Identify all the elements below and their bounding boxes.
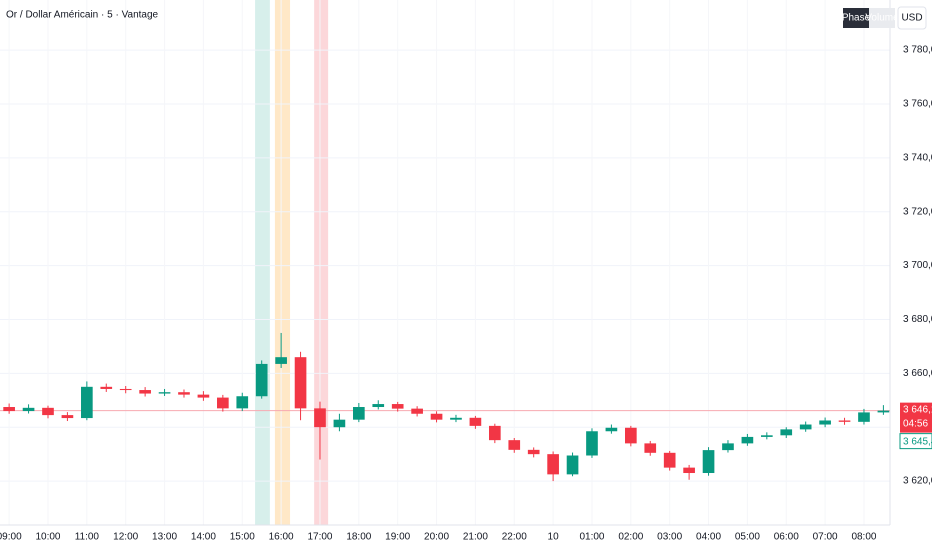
countdown-label: 04:56 [903, 418, 928, 429]
second-price-box [899, 433, 932, 450]
candle-body [333, 419, 346, 428]
candle-body [372, 404, 385, 408]
x-tick-label: 08:00 [851, 532, 876, 543]
x-tick-label: 18:00 [346, 532, 371, 543]
x-tick-label: 04:00 [696, 532, 721, 543]
candle-body [819, 420, 831, 425]
candle-body [858, 412, 870, 422]
y-tick-label: 3 740,00 [903, 152, 932, 163]
phase-button-label[interactable]: Phase [842, 13, 871, 24]
x-tick-label: 11:00 [75, 532, 100, 543]
candle-body [353, 407, 365, 420]
x-tick-label: 10:00 [35, 532, 60, 543]
candle-body [178, 392, 190, 395]
x-tick-label: 21:00 [463, 532, 488, 543]
candle-body [158, 392, 171, 394]
x-tick-label: 05:00 [735, 532, 760, 543]
candle-body [625, 427, 637, 444]
candle-body [722, 443, 734, 451]
y-tick-label: 3 780,00 [903, 45, 932, 56]
x-tick-label: 14:00 [191, 532, 216, 543]
x-tick-label: 19:00 [385, 532, 410, 543]
candle-body [760, 435, 773, 437]
candle-body [294, 357, 307, 409]
volume-button-label[interactable]: Volume [865, 13, 899, 24]
candle-body [469, 417, 482, 426]
second-price-label: 3 645,40 [903, 436, 932, 447]
candle-body [741, 436, 754, 444]
currency-button[interactable] [897, 6, 927, 30]
candle-body [838, 420, 851, 422]
y-tick-label: 3 660,00 [903, 368, 932, 379]
chart-title: Or / Dollar Américain · 5 · Vantage [6, 10, 159, 21]
candle-body [508, 440, 521, 450]
candle-body [586, 431, 598, 456]
y-tick-label: 3 700,00 [903, 260, 932, 271]
candle-body [566, 455, 579, 475]
last-price-box [900, 402, 932, 433]
candle-body [61, 415, 74, 419]
candle-body [100, 386, 113, 389]
x-tick-label: 13:00 [152, 532, 177, 543]
candle-body [197, 394, 210, 398]
candle-body [22, 407, 35, 412]
candle-body [255, 363, 268, 397]
candle-body [605, 427, 618, 432]
candle-body [119, 388, 132, 391]
candle-body [139, 390, 151, 394]
x-tick-label: 09:00 [0, 532, 22, 543]
candle-body [702, 450, 715, 474]
x-tick-label: 02:00 [618, 532, 643, 543]
candle-body [547, 454, 559, 475]
candle-body [450, 417, 462, 420]
x-tick-label: 15:00 [230, 532, 255, 543]
x-tick-label: 20:00 [424, 532, 449, 543]
candle-body [430, 413, 443, 420]
currency-button-label[interactable]: USD [901, 13, 922, 24]
x-tick-label: 10 [548, 532, 560, 543]
candle-body [877, 410, 890, 413]
y-tick-label: 3 620,00 [903, 476, 932, 487]
candle-body [663, 452, 676, 468]
x-tick-label: 16:00 [269, 532, 294, 543]
candle-body [275, 357, 287, 364]
y-tick-label: 3 720,00 [903, 206, 932, 217]
y-tick-label: 3 760,00 [903, 99, 932, 110]
candle-body [644, 443, 657, 453]
candle-body [799, 424, 812, 430]
candle-body [391, 404, 404, 409]
candle-body [42, 407, 54, 416]
x-tick-label: 17:00 [307, 532, 332, 543]
x-tick-label: 22:00 [502, 532, 527, 543]
x-tick-label: 06:00 [774, 532, 799, 543]
x-tick-label: 12:00 [113, 532, 138, 543]
x-tick-label: 03:00 [657, 532, 682, 543]
session-band [274, 0, 291, 525]
candle-body [411, 408, 423, 414]
candle-body [780, 429, 793, 436]
session-band [314, 0, 329, 525]
candle-body [489, 425, 501, 441]
last-price-label: 3 646,16 [903, 404, 932, 415]
volume-button[interactable] [869, 8, 895, 28]
candle-body [236, 396, 249, 409]
candle-body [314, 408, 326, 428]
candle-body [81, 386, 93, 419]
session-band [255, 0, 270, 525]
candle-body [527, 449, 540, 455]
candle-body [3, 407, 15, 412]
x-tick-label: 07:00 [813, 532, 838, 543]
candle-body [683, 467, 695, 474]
x-tick-label: 01:00 [579, 532, 604, 543]
phase-button[interactable] [843, 8, 869, 28]
candle-body [217, 397, 229, 409]
y-tick-label: 3 680,00 [903, 314, 932, 325]
